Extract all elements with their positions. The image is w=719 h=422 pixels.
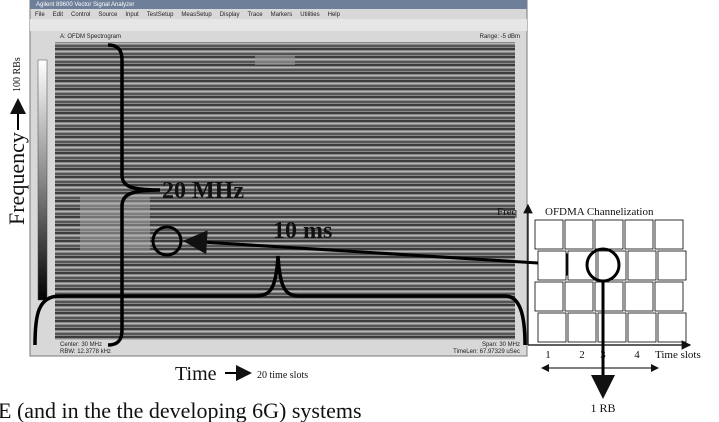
rb-cell [567, 312, 597, 343]
duration-label: 10 ms [273, 218, 332, 244]
freq-label: Freq [497, 206, 518, 218]
rbs-label: 100 RBs [12, 57, 23, 92]
rb-cell [534, 281, 564, 312]
slot-tick-label: 1 [545, 349, 551, 361]
menu-item: Edit [53, 12, 64, 18]
time-slots-label: Time slots [655, 349, 701, 361]
caption: E (and in the the developing 6G) systems [0, 398, 362, 422]
menu-item: Display [220, 12, 240, 18]
menu-item: Input [125, 12, 139, 18]
menu-item: Control [71, 12, 90, 18]
title-bar [30, 0, 527, 9]
menu-item: Trace [247, 12, 263, 18]
rb-cell [627, 250, 657, 281]
time-label: Time [175, 363, 217, 385]
rb-circle [585, 247, 621, 283]
footer-right: TimeLen: 67.97329 uSec [453, 349, 520, 355]
range: Range: -5 dBm [480, 34, 520, 40]
menu-item: Utilities [300, 12, 319, 18]
link-arrow [183, 230, 589, 277]
menu-bar: File Edit Control Source Input TestSetup MeasS… [35, 12, 341, 18]
rb-cell [654, 281, 684, 312]
slot-tick-label: 4 [634, 349, 640, 361]
rb-cell [657, 250, 687, 281]
menu-item: Source [98, 12, 118, 18]
menu-item: File [35, 12, 45, 18]
rb-cell [654, 219, 684, 250]
rb-cell [627, 312, 657, 343]
rb-label: 1 RB [590, 401, 615, 415]
rb-cell [537, 312, 567, 343]
color-bar [37, 59, 48, 301]
rb-cell [657, 312, 687, 343]
slot-tick-label: 2 [579, 349, 585, 361]
footer-right: Span: 30 MHz [482, 342, 520, 348]
time-slots-note: 20 time slots [257, 370, 308, 381]
rb-cell [624, 219, 654, 250]
window-title: Agilent 89600 Vector Signal Analyzer [36, 2, 134, 8]
channelization-title: OFDMA Channelization [545, 206, 654, 218]
rb-cell [537, 250, 567, 281]
frequency-brace [107, 43, 161, 347]
rb-cell [564, 219, 594, 250]
spectrogram-patch [255, 55, 295, 65]
menu-item: Markers [271, 12, 293, 18]
rb-circle [151, 225, 183, 257]
menu-item: MeasSetup [181, 12, 212, 18]
slot-tick-label: 3 [600, 349, 606, 361]
rb-cell [564, 281, 594, 312]
trace-title: A: OFDM Spectrogram [60, 34, 121, 40]
rb-cell [534, 219, 564, 250]
rb-cell [594, 281, 624, 312]
footer-left: RBW: 12.3778 kHz [60, 349, 111, 355]
rb-cell [597, 250, 627, 281]
footer-left: Center: 30 MHz [60, 342, 102, 348]
menu-item: TestSetup [147, 12, 174, 18]
rb-cell [594, 219, 624, 250]
menu-item: Help [328, 12, 341, 18]
frequency-label: Frequency [4, 132, 29, 225]
rb-grid [534, 219, 687, 343]
spectrogram-patch [80, 195, 150, 250]
rb-cell [624, 281, 654, 312]
bandwidth-label: 20 MHz [162, 178, 244, 204]
toolbar [30, 19, 527, 31]
